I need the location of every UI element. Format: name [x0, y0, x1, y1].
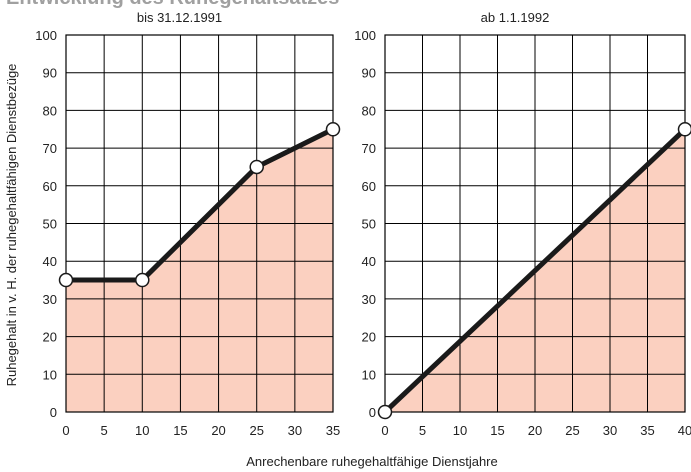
y-tick-label: 50 [362, 217, 376, 232]
x-tick-label: 25 [565, 423, 579, 438]
y-tick-label: 60 [362, 179, 376, 194]
y-tick-label: 70 [362, 141, 376, 156]
x-tick-label: 10 [453, 423, 467, 438]
y-tick-label: 30 [43, 292, 57, 307]
panel-subtitle: ab 1.1.1992 [481, 10, 550, 25]
figure-title: Entwicklung des Ruhegehaltsatzes [6, 0, 339, 10]
x-tick-label: 0 [381, 423, 388, 438]
x-tick-label: 20 [528, 423, 542, 438]
x-tick-label: 10 [135, 423, 149, 438]
x-tick-label: 5 [101, 423, 108, 438]
data-point [325, 122, 341, 137]
y-tick-label: 70 [43, 141, 57, 156]
chart-panel-right: ab 1.1.1992 0 10 20 30 40 50 60 70 80 90 100 0 5 10 15 2… [354, 10, 691, 438]
y-tick-label: 20 [362, 330, 376, 345]
plot-frame [384, 34, 686, 413]
x-tick-label: 0 [62, 423, 69, 438]
y-tick-label: 100 [354, 28, 376, 43]
x-tick-label: 30 [603, 423, 617, 438]
y-tick-label: 80 [362, 103, 376, 118]
plot-frame [65, 34, 334, 413]
x-tick-label: 20 [211, 423, 225, 438]
data-point [377, 404, 393, 420]
x-tick-label: 35 [326, 423, 340, 438]
area-fill [66, 129, 333, 412]
series-line [66, 127, 335, 283]
y-tick-label: 20 [43, 330, 57, 345]
y-tick-label: 100 [35, 28, 57, 43]
x-tick-label: 15 [490, 423, 504, 438]
data-point [58, 272, 74, 288]
chart-panel-left: bis 31.12.1991 0 10 20 30 40 50 60 70 80 90 100 0 5 10… [35, 10, 341, 438]
x-tick-label: 5 [419, 423, 426, 438]
x-tick-label: 40 [678, 423, 691, 438]
x-tick-label: 30 [288, 423, 302, 438]
data-point [249, 159, 264, 175]
y-tick-label: 0 [50, 405, 57, 420]
x-tick-label: 25 [249, 423, 263, 438]
y-tick-label: 40 [362, 254, 376, 269]
panel-subtitle: bis 31.12.1991 [137, 10, 222, 25]
y-tick-label: 10 [43, 367, 57, 382]
y-tick-label: 10 [362, 367, 376, 382]
y-axis-label: Ruhegehalt in v. H. der ruhegehaltfähige… [4, 64, 19, 387]
y-tick-label: 50 [43, 217, 57, 232]
x-tick-label: 35 [640, 423, 654, 438]
y-tick-label: 90 [362, 66, 376, 81]
series-line [383, 127, 687, 414]
data-point [135, 272, 150, 288]
y-tick-label: 90 [43, 66, 57, 81]
x-axis-label: Anrechenbare ruhegehaltfähige Dienstjahr… [246, 454, 498, 469]
x-tick-label: 15 [173, 423, 187, 438]
y-tick-label: 80 [43, 103, 57, 118]
y-tick-label: 30 [362, 292, 376, 307]
y-tick-label: 0 [369, 405, 376, 420]
y-tick-label: 60 [43, 179, 57, 194]
y-tick-label: 40 [43, 254, 57, 269]
data-point [677, 122, 691, 137]
